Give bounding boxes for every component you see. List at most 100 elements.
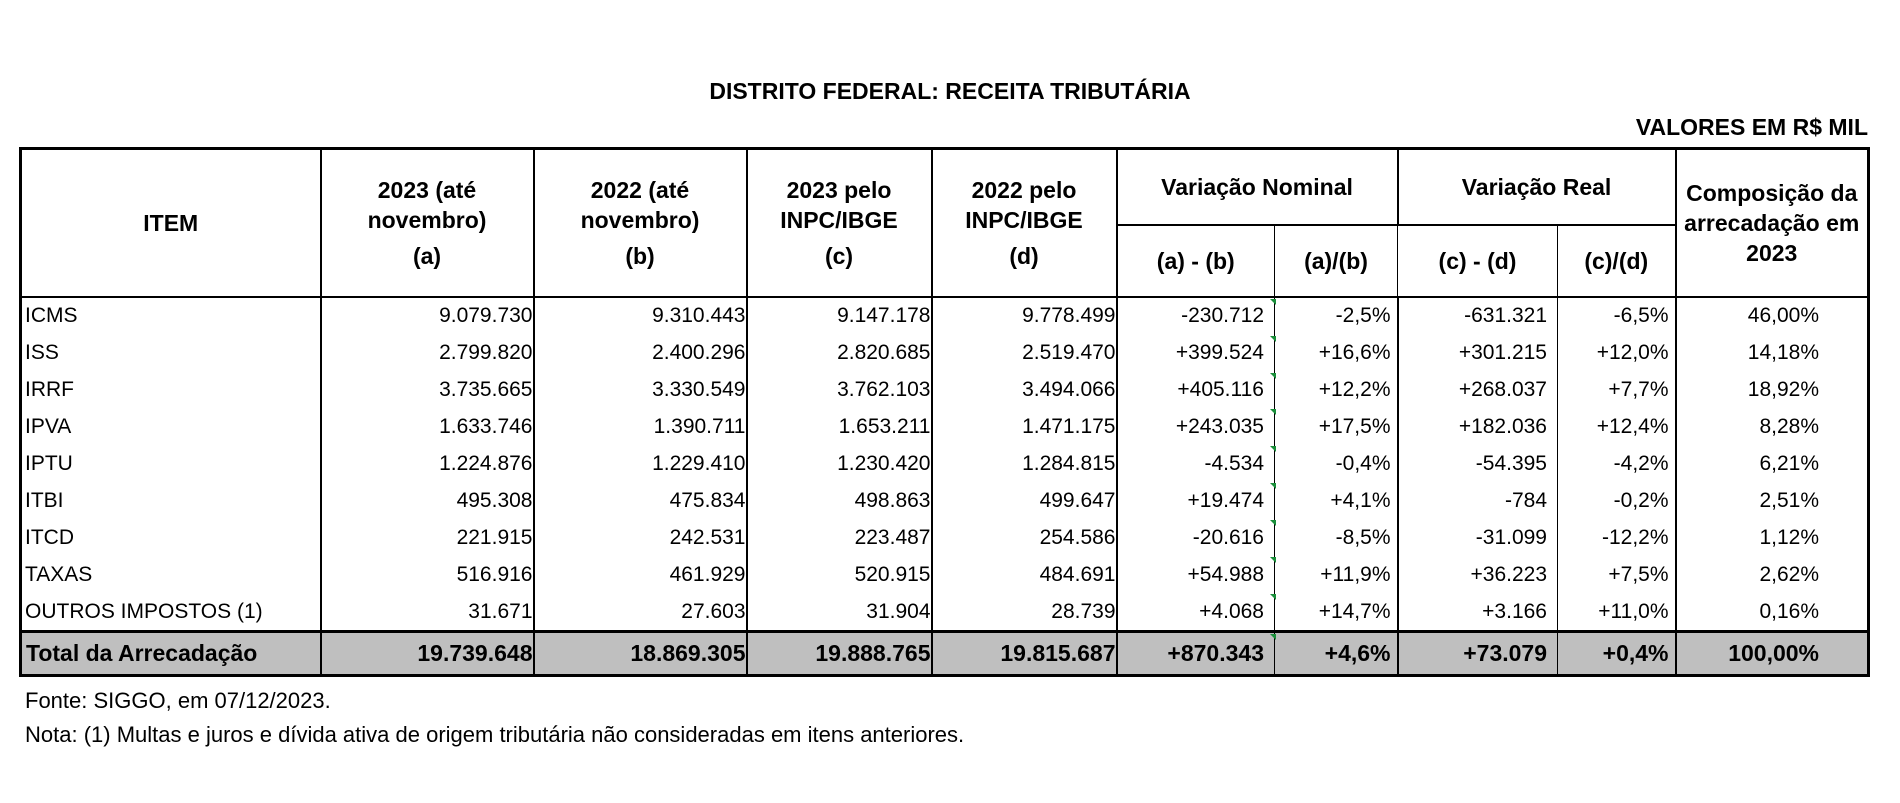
header-col-d-title: 2022 pelo INPC/IBGE: [965, 176, 1083, 233]
cell-real-diff: +73.079: [1396, 630, 1558, 676]
cell-item: ITBI: [19, 482, 322, 520]
units-label: VALORES EM R$ MIL: [1635, 114, 1868, 140]
cell-nominal-pct: -8,5%: [1274, 519, 1399, 557]
cell-nominal-diff: -4.534: [1115, 445, 1277, 483]
cell-nominal-pct: -0,4%: [1274, 445, 1399, 483]
cell-nominal-pct: +11,9%: [1274, 556, 1399, 594]
table-header: ITEM 2023 (até novembro) (a) 2022 (até n…: [19, 148, 1870, 297]
cell-real-diff: -54.395: [1396, 445, 1558, 483]
cell-2023-inpc: 3.762.103: [745, 371, 933, 409]
cell-composition: 6,21%: [1674, 445, 1870, 483]
header-col-d: 2022 pelo INPC/IBGE (d): [930, 148, 1118, 297]
cell-item: IPTU: [19, 445, 322, 483]
cell-nominal-pct: +4,6%: [1274, 630, 1399, 676]
cell-nominal-diff: +19.474: [1115, 482, 1277, 520]
header-col-c: 2023 pelo INPC/IBGE (c): [745, 148, 933, 297]
cell-2022: 242.531: [532, 519, 748, 557]
cell-real-diff: -631.321: [1396, 296, 1558, 335]
cell-real-diff: +301.215: [1396, 334, 1558, 372]
header-real-diff: (c) - (d): [1397, 224, 1558, 297]
header-col-c-title: 2023 pelo INPC/IBGE: [780, 176, 898, 233]
cell-2023-inpc: 1.653.211: [745, 408, 933, 446]
cell-2023: 1.224.876: [319, 445, 535, 483]
cell-2022-inpc: 484.691: [930, 556, 1118, 594]
cell-composition: 2,51%: [1674, 482, 1870, 520]
header-nominal-diff: (a) - (b): [1116, 224, 1275, 297]
cell-2023-inpc: 19.888.765: [745, 630, 933, 676]
cell-item: OUTROS IMPOSTOS (1): [19, 593, 322, 632]
header-variacao-real: Variação Real: [1396, 148, 1677, 226]
cell-composition: 2,62%: [1674, 556, 1870, 594]
cell-2023-inpc: 520.915: [745, 556, 933, 594]
table-row: IRRF 3.735.665 3.330.549 3.762.103 3.494.066…: [19, 371, 1870, 409]
cell-2023: 31.671: [319, 593, 535, 632]
cell-2022-inpc: 19.815.687: [930, 630, 1118, 676]
cell-2022: 461.929: [532, 556, 748, 594]
cell-composition: 0,16%: [1674, 593, 1870, 632]
header-col-b-letter: (b): [625, 242, 655, 269]
header-col-a-letter: (a): [412, 242, 442, 269]
table-row: TAXAS 516.916 461.929 520.915 484.691 +54.988…: [19, 556, 1870, 594]
cell-item: IRRF: [19, 371, 322, 409]
cell-nominal-diff: +399.524: [1115, 334, 1277, 372]
cell-2023: 19.739.648: [319, 630, 535, 676]
cell-2022-inpc: 1.284.815: [930, 445, 1118, 483]
cell-composition: 8,28%: [1674, 408, 1870, 446]
cell-nominal-diff: -20.616: [1115, 519, 1277, 557]
revenue-table: ITEM 2023 (até novembro) (a) 2022 (até n…: [19, 147, 1871, 677]
cell-2023: 221.915: [319, 519, 535, 557]
cell-2023: 9.079.730: [319, 296, 535, 335]
cell-nominal-pct: +12,2%: [1274, 371, 1399, 409]
cell-nominal-diff: +870.343: [1115, 630, 1277, 676]
header-col-a: 2023 (até novembro) (a): [319, 148, 535, 297]
cell-2023-inpc: 223.487: [745, 519, 933, 557]
cell-composition: 46,00%: [1674, 296, 1870, 335]
header-composicao: Composição da arrecadação em 2023: [1674, 148, 1870, 297]
cell-item: ISS: [19, 334, 322, 372]
cell-nominal-diff: -230.712: [1115, 296, 1277, 335]
cell-item: TAXAS: [19, 556, 322, 594]
cell-real-diff: +36.223: [1396, 556, 1558, 594]
cell-2022: 1.390.711: [532, 408, 748, 446]
source-note: Fonte: SIGGO, em 07/12/2023.: [25, 688, 331, 713]
cell-2023: 516.916: [319, 556, 535, 594]
cell-2022: 1.229.410: [532, 445, 748, 483]
header-nominal-ratio: (a)/(b): [1274, 224, 1398, 297]
cell-nominal-pct: +17,5%: [1274, 408, 1399, 446]
cell-real-diff: +3.166: [1396, 593, 1558, 632]
cell-item: ITCD: [19, 519, 322, 557]
cell-2022: 3.330.549: [532, 371, 748, 409]
cell-2022-inpc: 1.471.175: [930, 408, 1118, 446]
cell-2023: 2.799.820: [319, 334, 535, 372]
cell-real-pct: +12,0%: [1556, 334, 1677, 372]
header-real-ratio: (c)/(d): [1556, 224, 1677, 297]
cell-2022-inpc: 28.739: [930, 593, 1118, 632]
cell-2023: 1.633.746: [319, 408, 535, 446]
cell-composition: 1,12%: [1674, 519, 1870, 557]
cell-item: IPVA: [19, 408, 322, 446]
cell-real-diff: +268.037: [1396, 371, 1558, 409]
header-col-c-letter: (c): [824, 242, 854, 269]
cell-real-diff: -31.099: [1396, 519, 1558, 557]
cell-real-pct: +7,7%: [1556, 371, 1677, 409]
cell-real-pct: -12,2%: [1556, 519, 1677, 557]
cell-2023: 3.735.665: [319, 371, 535, 409]
cell-real-pct: +7,5%: [1556, 556, 1677, 594]
table-row: IPVA 1.633.746 1.390.711 1.653.211 1.471.175…: [19, 408, 1870, 446]
cell-2023-inpc: 1.230.420: [745, 445, 933, 483]
cell-nominal-diff: +4.068: [1115, 593, 1277, 632]
table-row: ITBI 495.308 475.834 498.863 499.647 +19.474 +…: [19, 482, 1870, 520]
cell-real-pct: -6,5%: [1556, 296, 1677, 335]
cell-nominal-diff: +54.988: [1115, 556, 1277, 594]
footnote: Nota: (1) Multas e juros e dívida ativa …: [25, 722, 965, 747]
cell-nominal-pct: -2,5%: [1274, 296, 1399, 335]
cell-item: Total da Arrecadação: [19, 630, 322, 676]
cell-real-pct: -0,2%: [1556, 482, 1677, 520]
table-title: DISTRITO FEDERAL: RECEITA TRIBUTÁRIA: [709, 78, 1191, 104]
cell-2022: 9.310.443: [532, 296, 748, 335]
cell-real-pct: +11,0%: [1556, 593, 1677, 632]
cell-2022: 27.603: [532, 593, 748, 632]
cell-composition: 100,00%: [1674, 630, 1870, 676]
cell-item: ICMS: [19, 296, 322, 335]
cell-2023-inpc: 498.863: [745, 482, 933, 520]
